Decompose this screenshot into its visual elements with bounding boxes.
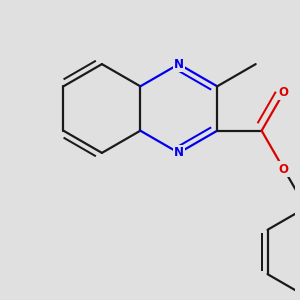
Text: N: N bbox=[174, 146, 184, 159]
Text: O: O bbox=[279, 163, 289, 176]
Text: N: N bbox=[174, 58, 184, 70]
Text: O: O bbox=[279, 86, 289, 99]
